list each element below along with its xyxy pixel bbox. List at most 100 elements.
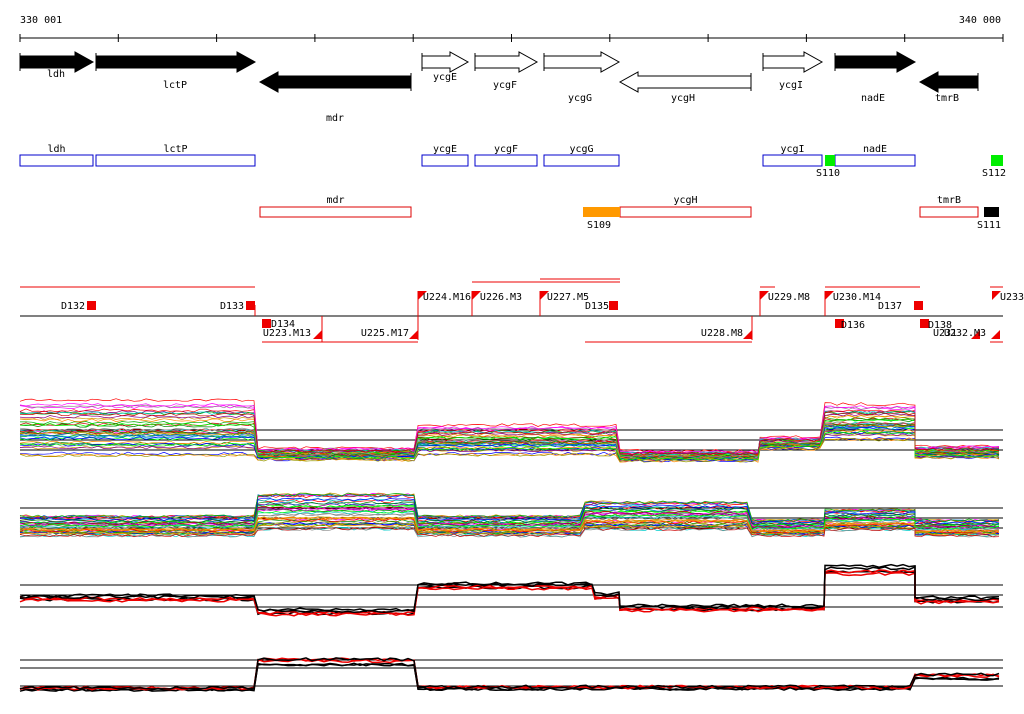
label: ycgG [569, 144, 593, 155]
label: U226.M3 [480, 292, 522, 303]
segment-flag [313, 330, 322, 339]
label: ldh [47, 144, 65, 155]
gene-arrow [421, 51, 470, 73]
segment-marker [920, 319, 929, 328]
label: S111 [977, 220, 1001, 231]
expression-line [19, 506, 1000, 529]
expression-line [19, 658, 1000, 691]
expression-line [19, 415, 1000, 457]
gene-arrow [19, 51, 95, 73]
expression-line [19, 402, 1000, 454]
gene-arrow [618, 71, 752, 93]
segment-marker [246, 301, 255, 310]
expression-line [19, 657, 1000, 690]
label: lctP [163, 80, 187, 91]
expression-line [19, 422, 1000, 459]
expression-line [19, 511, 1000, 531]
expression-line [19, 436, 1000, 463]
expression-line [19, 518, 1000, 534]
expression-line [19, 492, 1000, 523]
expression-line [19, 516, 1000, 533]
ruler-start: 330 001 [20, 15, 62, 26]
label: D133 [220, 301, 244, 312]
segment-marker [609, 301, 618, 310]
segment-flag [418, 291, 427, 300]
expression-line [19, 499, 1000, 525]
label: U225.M17 [361, 328, 409, 339]
label: S110 [816, 168, 840, 179]
expression-line [19, 424, 1000, 460]
expression-line [19, 492, 1000, 523]
ruler-end: 340 000 [959, 15, 1001, 26]
segment-flag [992, 291, 1001, 300]
expression-line [19, 437, 1000, 463]
expression-line [19, 421, 1000, 459]
expression-line [19, 431, 1000, 461]
label: D135 [585, 301, 609, 312]
segment-marker [262, 319, 271, 328]
label: ldh [47, 69, 65, 80]
expression-line [19, 421, 1000, 458]
expression-line [19, 523, 1000, 536]
label: U227.M5 [547, 292, 589, 303]
label: tmrB [935, 93, 959, 104]
gene-arrow [834, 51, 917, 73]
label: U223.M13 [263, 328, 311, 339]
expression-line [19, 657, 1000, 690]
label: D134 [271, 319, 295, 330]
expression-line [19, 565, 1000, 614]
segment-marker [87, 301, 96, 310]
plus-box [762, 154, 823, 167]
segment-flag [472, 291, 481, 300]
segment-flag [971, 330, 980, 339]
label: ycgI [780, 144, 804, 155]
expression-line [19, 502, 1000, 527]
label: ycgE [433, 144, 457, 155]
label: mdr [326, 195, 344, 206]
minus-box [919, 206, 979, 218]
minus-box [619, 206, 752, 218]
expression-line [19, 410, 1000, 456]
expression-line [19, 501, 1000, 526]
plus-box [19, 154, 94, 167]
label: ycgG [568, 93, 592, 104]
plus-box [474, 154, 538, 167]
label: ycgF [493, 80, 517, 91]
expression-line [19, 404, 1000, 454]
label: ycgH [671, 93, 695, 104]
expression-line [19, 398, 999, 453]
expression-line [19, 411, 1000, 456]
expression-line [19, 418, 1000, 458]
gene-arrow [95, 51, 257, 73]
label: D137 [878, 301, 902, 312]
expression-line [19, 430, 1000, 461]
label: ycgE [433, 72, 457, 83]
label: nadE [863, 144, 887, 155]
label: ycgH [673, 195, 697, 206]
segment-flag [743, 330, 752, 339]
label: U230.M14 [833, 292, 881, 303]
plus-box [421, 154, 469, 167]
expression-line [19, 433, 1000, 462]
label: lctP [163, 144, 187, 155]
segment-marker [835, 319, 844, 328]
label: S112 [982, 168, 1006, 179]
label: mdr [326, 113, 344, 124]
site [984, 207, 999, 217]
expression-line [19, 506, 1000, 528]
expression-line [19, 569, 1000, 615]
gene-arrow [474, 51, 539, 73]
label: U231 [933, 328, 957, 339]
plus-box [95, 154, 256, 167]
label: D138 [928, 320, 952, 331]
expression-line [19, 430, 1000, 461]
label: D132 [61, 301, 85, 312]
label: U229.M8 [768, 292, 810, 303]
expression-line [19, 433, 1000, 462]
gene-arrow [258, 71, 412, 93]
expression-line [19, 521, 1000, 535]
expression-line [19, 570, 1000, 616]
segment-flag [540, 291, 549, 300]
expression-line [19, 412, 1000, 456]
